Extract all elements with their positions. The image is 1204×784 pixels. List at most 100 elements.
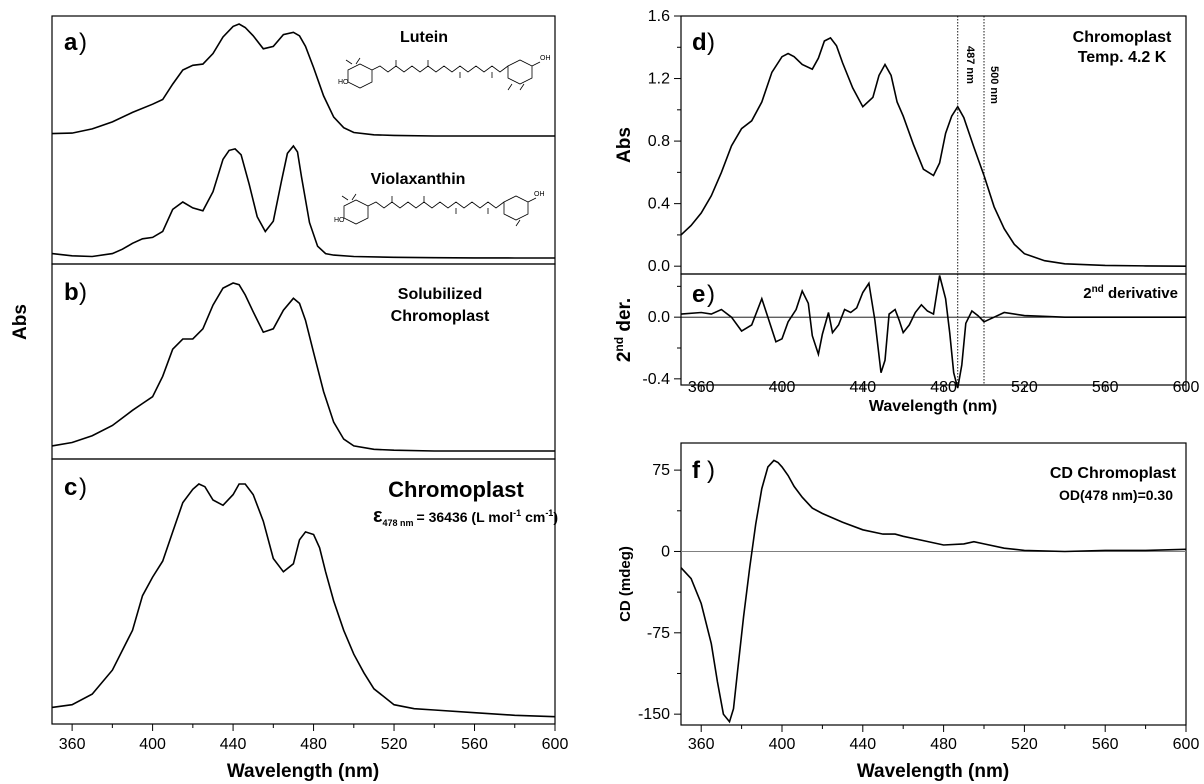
panel-a-letter-group: a ) <box>64 29 87 56</box>
panel-e-ylabel: 2nd der. <box>612 298 635 362</box>
panel-e-xlabel: Wavelength (nm) <box>869 398 997 415</box>
panel-b-paren: ) <box>79 279 87 306</box>
panel-b-label-2: Chromoplast <box>391 308 490 325</box>
panel-c-label: Chromoplast <box>388 477 524 502</box>
panel-d-label-2: Temp. 4.2 K <box>1078 49 1167 66</box>
panel-a-letter: a <box>64 29 78 56</box>
panel-e-paren: ) <box>707 281 715 308</box>
panel-a-frame <box>51 15 556 265</box>
x-tick-label: 440 <box>849 736 876 753</box>
left-ylabel: Abs <box>10 304 31 340</box>
panel-c-series <box>51 483 556 718</box>
panel-d-ylabel: Abs <box>614 127 635 163</box>
x-tick-label: 600 <box>1173 379 1200 396</box>
panel-e-series <box>680 275 1186 389</box>
panel-d-y-axis: 0.0 0.4 0.8 1.2 1.6 <box>648 8 681 275</box>
panel-b-letter: b <box>64 279 79 306</box>
panel-e-label-sup: nd <box>1092 284 1104 295</box>
panel-e-ylabel-rest: der. <box>614 298 635 337</box>
panel-e-label: 2nd derivative <box>1083 284 1178 302</box>
y-tick-label: 0.0 <box>648 258 670 275</box>
panel-e-label-main: 2 <box>1083 285 1091 302</box>
epsilon-end: ) <box>553 509 558 525</box>
panel-d-paren: ) <box>707 29 715 56</box>
violaxanthin-oh-mark: OH <box>534 191 545 198</box>
x-tick-label: 480 <box>930 736 957 753</box>
y-tick-label: 0.4 <box>648 196 670 213</box>
x-tick-label: 480 <box>300 736 327 753</box>
panel-d-label-1: Chromoplast <box>1073 29 1172 46</box>
epsilon-value: = 36436 (L mol <box>417 509 514 525</box>
panel-b-letter-group: b ) <box>64 279 87 306</box>
y-tick-label: -150 <box>638 706 670 723</box>
x-tick-label: 440 <box>849 379 876 396</box>
y-tick-label: -0.4 <box>642 371 670 388</box>
panel-b-label-1: Solubilized <box>398 286 482 303</box>
panel-e-label-rest: derivative <box>1104 285 1178 302</box>
epsilon-exp2: -1 <box>545 508 553 518</box>
panel-d-series <box>680 36 1187 267</box>
panel-e: e ) 2nd der. 2nd derivative 0.0-0.4 360 4… <box>612 273 1200 415</box>
x-tick-label: 520 <box>381 736 408 753</box>
panel-a-label-violaxanthin: Violaxanthin <box>371 171 466 188</box>
y-tick-label: 1.2 <box>648 71 670 88</box>
y-tick-label: 0.8 <box>648 133 670 150</box>
violaxanthin-structure-icon <box>341 193 537 227</box>
panel-e-ylabel-main: 2 <box>614 352 635 363</box>
panel-f-xlabel: Wavelength (nm) <box>857 761 1009 782</box>
panel-c-xlabel: Wavelength (nm) <box>227 761 379 782</box>
panel-e-ylabel-sup: nd <box>612 337 626 352</box>
x-tick-label: 360 <box>688 379 715 396</box>
x-tick-label: 520 <box>1011 379 1038 396</box>
panel-f-od-label: OD(478 nm)=0.30 <box>1059 487 1173 503</box>
x-tick-label: 480 <box>930 379 957 396</box>
panel-a-label-lutein: Lutein <box>400 29 448 46</box>
panel-e-frame <box>680 273 1187 386</box>
panel-d-letter-group: d ) <box>692 29 715 56</box>
lutein-oh-mark: OH <box>540 55 551 62</box>
right-column: d ) Abs Chromoplast Temp. 4.2 K 0.00.40.… <box>612 8 1199 782</box>
x-tick-label: 400 <box>769 379 796 396</box>
panel-f-ylabel: CD (mdeg) <box>617 546 634 622</box>
panel-b: b ) Solubilized Chromoplast <box>51 263 556 460</box>
panel-f-frame <box>680 442 1187 726</box>
panel-e-y-axis: 0.0 -0.4 <box>642 285 681 388</box>
x-tick-label: 600 <box>1173 736 1200 753</box>
x-tick-label: 600 <box>542 736 569 753</box>
panel-c-letter-group: c ) <box>64 474 87 501</box>
violaxanthin-ho-mark: HO <box>334 217 345 224</box>
x-tick-label: 360 <box>688 736 715 753</box>
x-tick-label: 400 <box>139 736 166 753</box>
panel-c-x-axis: 360 400 440 480 520 560 600 <box>59 724 569 753</box>
panel-c: c ) Chromoplast ε478 nm = 36436 (L mol-1 … <box>51 458 569 782</box>
panel-f-series <box>680 459 1187 724</box>
x-tick-label: 560 <box>1092 379 1119 396</box>
panel-a: a ) Lutein Violaxanthin <box>51 15 556 265</box>
panel-f-letter-group: f ) <box>692 457 715 484</box>
panel-f-y-axis: 75 0 -75 -150 <box>638 462 681 723</box>
y-tick-label: -75 <box>647 625 670 642</box>
panel-d: d ) Abs Chromoplast Temp. 4.2 K 0.00.40.… <box>614 8 1187 275</box>
x-tick-label: 520 <box>1011 736 1038 753</box>
panel-d-letter: d <box>692 29 707 56</box>
vline-500-label: 500 nm <box>988 66 1000 104</box>
panel-f-paren: ) <box>707 457 715 484</box>
panel-e-letter-group: e ) <box>692 281 715 308</box>
x-tick-label: 400 <box>769 736 796 753</box>
y-tick-label: 0 <box>661 543 670 560</box>
panel-c-frame <box>51 458 556 725</box>
panel-a-series-violaxanthin <box>51 144 555 259</box>
y-tick-label: 1.6 <box>648 8 670 25</box>
epsilon-exp1: -1 <box>513 508 521 518</box>
panel-a-paren: ) <box>79 29 87 56</box>
panel-f-letter: f <box>692 457 701 484</box>
panel-e-vlines <box>957 274 985 385</box>
panel-f-x-axis: 360 400 440 480 520 560 600 <box>688 725 1200 753</box>
y-tick-label: 0.0 <box>648 309 670 326</box>
epsilon-subscript: 478 nm <box>383 518 414 528</box>
panel-a-series-lutein <box>51 23 555 137</box>
vline-487-label: 487 nm <box>964 46 976 84</box>
x-tick-label: 560 <box>1092 736 1119 753</box>
panel-c-paren: ) <box>79 474 87 501</box>
